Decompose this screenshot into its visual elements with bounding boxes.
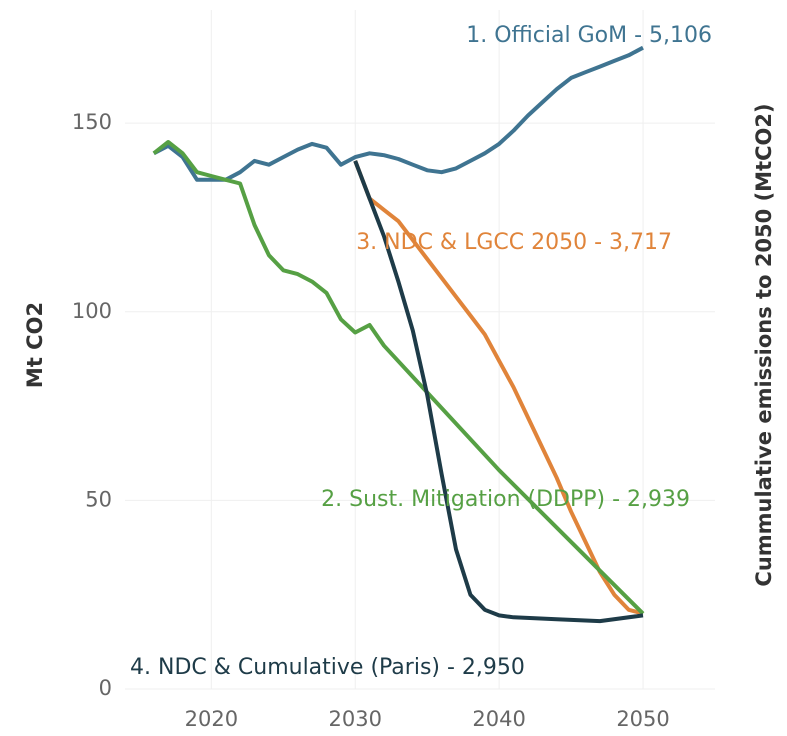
y-tick-label: 0 xyxy=(99,676,112,700)
series-label: 3. NDC & LGCC 2050 - 3,717 xyxy=(356,230,672,255)
y-tick-label: 100 xyxy=(72,299,112,323)
series-line xyxy=(152,45,644,182)
x-tick-label: 2040 xyxy=(472,707,525,731)
y-axis-label: Mt CO2 xyxy=(23,302,47,388)
x-tick-label: 2050 xyxy=(616,707,669,731)
series-line xyxy=(353,160,644,624)
y-tick-label: 50 xyxy=(85,487,112,511)
x-tick-label: 2020 xyxy=(185,707,238,731)
series-label: 4. NDC & Cumulative (Paris) - 2,950 xyxy=(130,655,525,680)
y2-axis-label: Cummulative emissions to 2050 (MtCO2) xyxy=(752,103,776,586)
series-label: 2. Sust. Mitigation (DDPP) - 2,939 xyxy=(321,487,690,512)
series-line xyxy=(353,160,644,616)
series-line xyxy=(152,140,645,616)
series-label: 1. Official GoM - 5,106 xyxy=(466,23,712,48)
x-tick-label: 2030 xyxy=(329,707,382,731)
y-tick-label: 150 xyxy=(72,110,112,134)
